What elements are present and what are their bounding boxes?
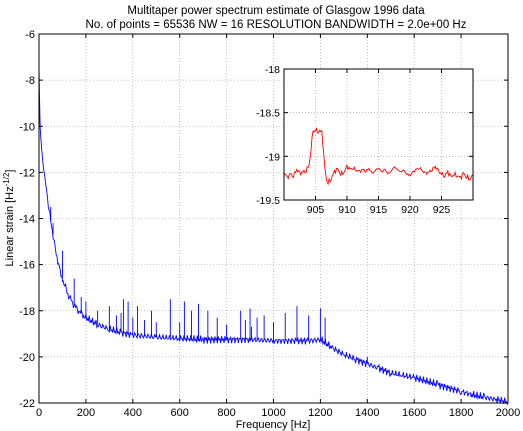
main-x-tick-label: 0	[36, 407, 42, 419]
y-axis-label-sup: -1/2	[2, 172, 11, 186]
main-grid	[39, 34, 508, 403]
main-y-tick-label: -18	[19, 306, 35, 318]
inset-y-tick-label: -18.5	[256, 108, 280, 120]
main-x-tick-label: 800	[217, 407, 235, 419]
chart-title: Multitaper power spectrum estimate of Gl…	[127, 5, 425, 17]
inset-x-tick-label: 910	[338, 204, 356, 216]
main-y-tick-label: -20	[19, 352, 35, 364]
y-axis-label-end: ]	[4, 170, 16, 173]
y-axis-label-main: Linear strain [Hz	[4, 186, 16, 266]
main-y-tick-label: -14	[19, 214, 35, 226]
inset-x-tick-label: 915	[370, 204, 388, 216]
main-x-tick-label: 1200	[308, 407, 332, 419]
y-axis-label: Linear strain [Hz-1/2]	[2, 170, 16, 267]
main-ticks: 0 200 400 600 800 1000 1200 1400 1600 1800 2000 -22…	[19, 29, 520, 419]
inset-y-tick-label: -19.5	[256, 195, 280, 207]
inset-y-tick-label: -19	[265, 151, 280, 163]
main-series	[38, 66, 509, 406]
inset-x-tick-label: 925	[433, 204, 451, 216]
inset-y-tick-label: -18	[265, 64, 280, 76]
main-y-tick-label: -6	[25, 29, 35, 41]
main-x-tick-label: 400	[124, 407, 142, 419]
main-y-tick-label: -8	[25, 75, 35, 87]
main-y-tick-label: -22	[19, 398, 35, 410]
inset-grid	[284, 69, 473, 200]
inset-series	[283, 127, 474, 186]
main-x-tick-label: 2000	[496, 407, 520, 419]
main-y-tick-label: -16	[19, 260, 35, 272]
inset-x-tick-label: 920	[401, 204, 419, 216]
inset-x-tick-label: 905	[307, 204, 325, 216]
inset-series-line-0	[283, 127, 474, 186]
main-x-tick-label: 600	[171, 407, 189, 419]
main-y-tick-label: -12	[19, 167, 35, 179]
x-axis-label: Frequency [Hz]	[236, 419, 311, 431]
chart-subtitle: No. of points = 65536 NW = 16 RESOLUTION…	[86, 19, 467, 31]
main-y-tick-label: -10	[19, 121, 35, 133]
main-series-line-0	[38, 66, 509, 406]
main-x-tick-label: 200	[77, 407, 95, 419]
main-x-tick-label: 1000	[261, 407, 285, 419]
main-x-tick-label: 1600	[402, 407, 426, 419]
inset-chart: 905 910 915 920 925 -19.5 -19 -18.5 -18	[256, 64, 474, 216]
main-x-tick-label: 1800	[449, 407, 473, 419]
inset-ticks: 905 910 915 920 925 -19.5 -19 -18.5 -18	[256, 64, 473, 216]
main-x-tick-label: 1400	[355, 407, 379, 419]
